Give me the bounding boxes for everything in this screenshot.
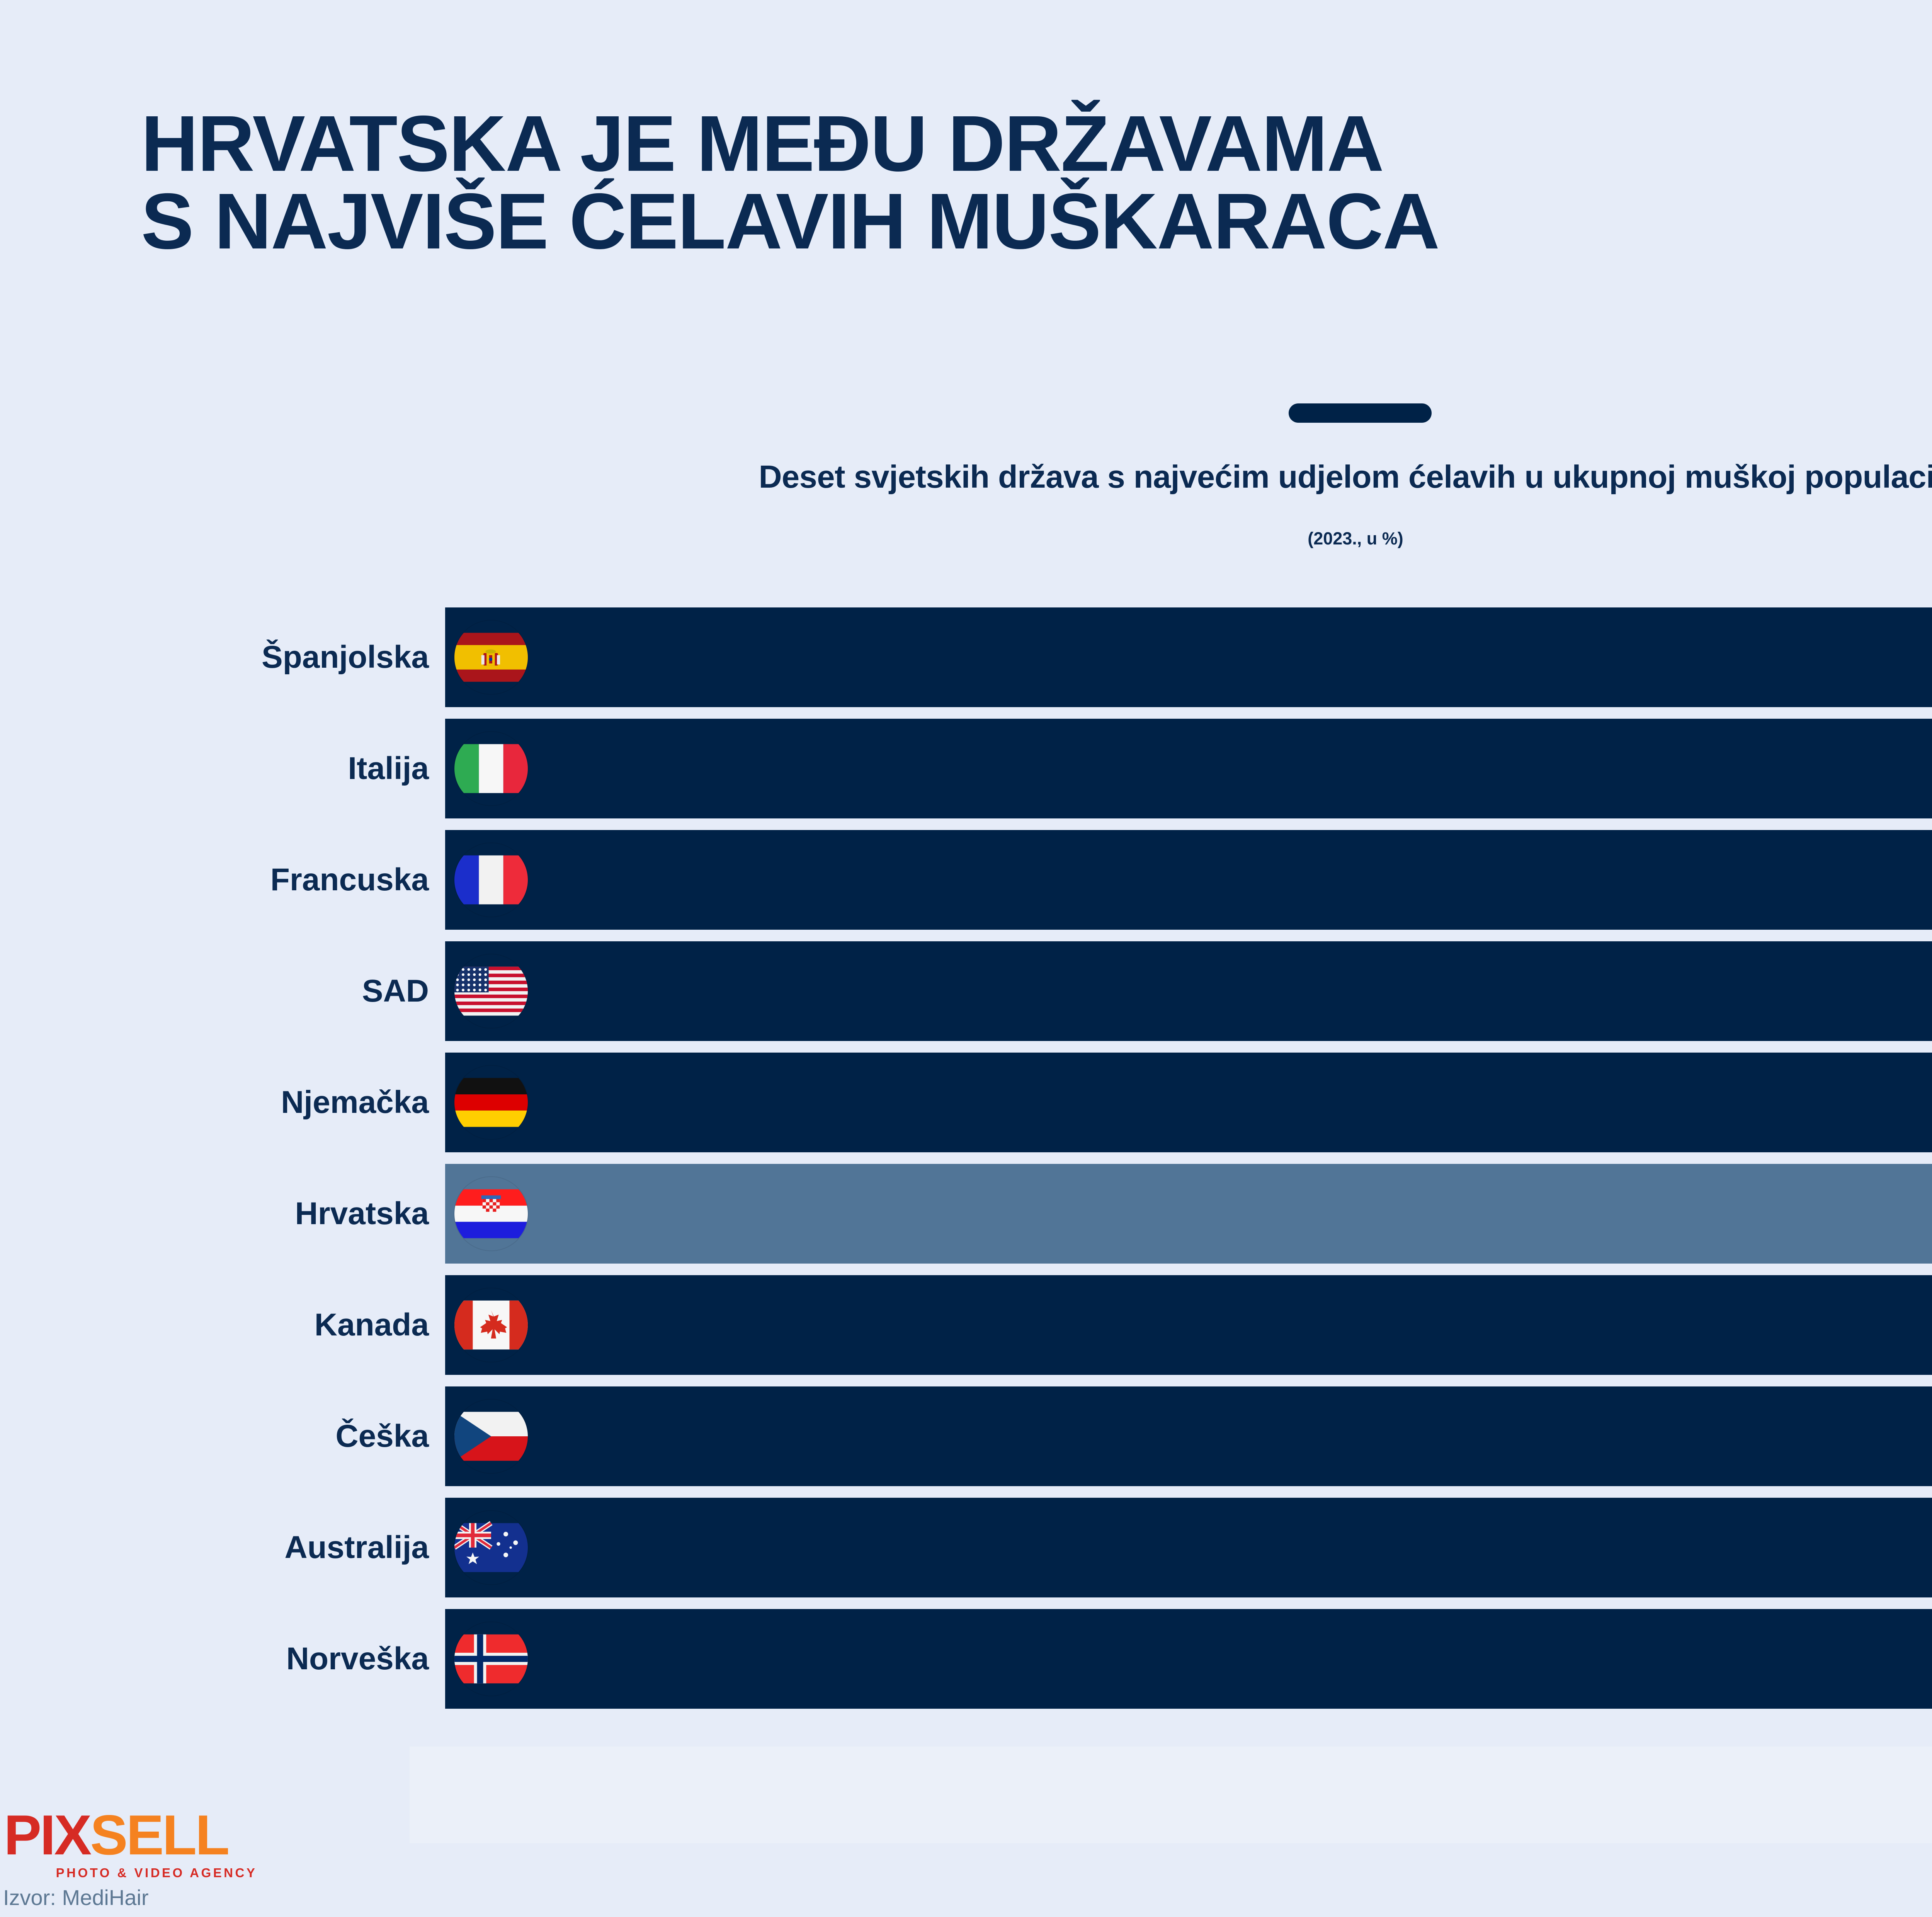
row-label-italija: Italija: [348, 751, 429, 786]
bar-kanada: 40,9: [445, 1275, 1932, 1375]
bar-hrvatska: 41,3: [445, 1164, 1932, 1264]
flag-usa-icon: [454, 954, 528, 1028]
flag-italy-icon: [454, 732, 528, 805]
row-label-australija: Australija: [284, 1530, 429, 1565]
row-label-kanada: Kanada: [314, 1307, 429, 1342]
flag-croatia-icon: [454, 1177, 528, 1250]
bar-češka: 40,9: [445, 1386, 1932, 1486]
logo-pix-text: PIX: [4, 1803, 92, 1866]
source-credit: Izvor: MediHair: [3, 1885, 149, 1910]
chart-row: Hrvatska 41,3: [0, 1164, 1932, 1264]
title-divider: [1289, 403, 1432, 423]
flag-france-icon: [454, 843, 528, 917]
row-label-norveška: Norveška: [286, 1641, 429, 1676]
page-subtitle: Deset svjetskih država s najvećim udjelo…: [759, 459, 1932, 495]
logo-tagline: PHOTO & VIDEO AGENCY: [56, 1866, 257, 1880]
page-title-line2: S NAJVIŠE ĆELAVIH MUŠKARACA: [141, 177, 1440, 265]
row-label-sad: SAD: [362, 973, 429, 1009]
bar-španjolska: 44,5: [445, 607, 1932, 707]
row-label-hrvatska: Hrvatska: [295, 1196, 429, 1231]
bar-norveška: 40,7: [445, 1609, 1932, 1709]
pixsell-logo: PIXSELL PHOTO & VIDEO AGENCY: [4, 1807, 313, 1880]
bar-francuska: 44,3: [445, 830, 1932, 930]
bar-chart: Španjolska 44,5 Italija 44,4 Francuska 44,3 S…: [0, 607, 1932, 1709]
chart-row: Češka 40,9: [0, 1386, 1932, 1486]
page-title: HRVATSKA JE MEĐU DRŽAVAMA S NAJVIŠE ĆELA…: [141, 104, 1932, 265]
chart-row: Španjolska 44,5: [0, 607, 1932, 707]
bottom-panel: [410, 1747, 1932, 1843]
flag-spain-icon: [454, 621, 528, 694]
row-label-španjolska: Španjolska: [262, 640, 429, 675]
bar-italija: 44,4: [445, 719, 1932, 818]
chart-row: Francuska 44,3: [0, 830, 1932, 930]
page-title-line1: HRVATSKA JE MEĐU DRŽAVAMA: [141, 99, 1384, 188]
logo-sell-text: SELL: [90, 1803, 230, 1866]
chart-row: Njemačka 41,5: [0, 1053, 1932, 1152]
row-label-njemačka: Njemačka: [281, 1085, 429, 1120]
bar-australija: 40,8: [445, 1498, 1932, 1597]
bar-njemačka: 41,5: [445, 1053, 1932, 1152]
flag-germany-icon: [454, 1066, 528, 1139]
flag-czechia-icon: [454, 1400, 528, 1473]
row-label-francuska: Francuska: [270, 862, 429, 897]
flag-canada-icon: [454, 1288, 528, 1362]
row-label-češka: Češka: [335, 1419, 429, 1454]
chart-row: SAD 42,7: [0, 941, 1932, 1041]
page-subnote: (2023., u %): [1308, 529, 1403, 548]
chart-row: Norveška 40,7: [0, 1609, 1932, 1709]
chart-row: Australija 40,8: [0, 1498, 1932, 1597]
flag-norway-icon: [454, 1622, 528, 1696]
chart-row: Kanada 40,9: [0, 1275, 1932, 1375]
bar-sad: 42,7: [445, 941, 1932, 1041]
chart-row: Italija 44,4: [0, 719, 1932, 818]
flag-australia-icon: [454, 1511, 528, 1584]
pixsell-wordmark: PIXSELL: [4, 1807, 313, 1863]
